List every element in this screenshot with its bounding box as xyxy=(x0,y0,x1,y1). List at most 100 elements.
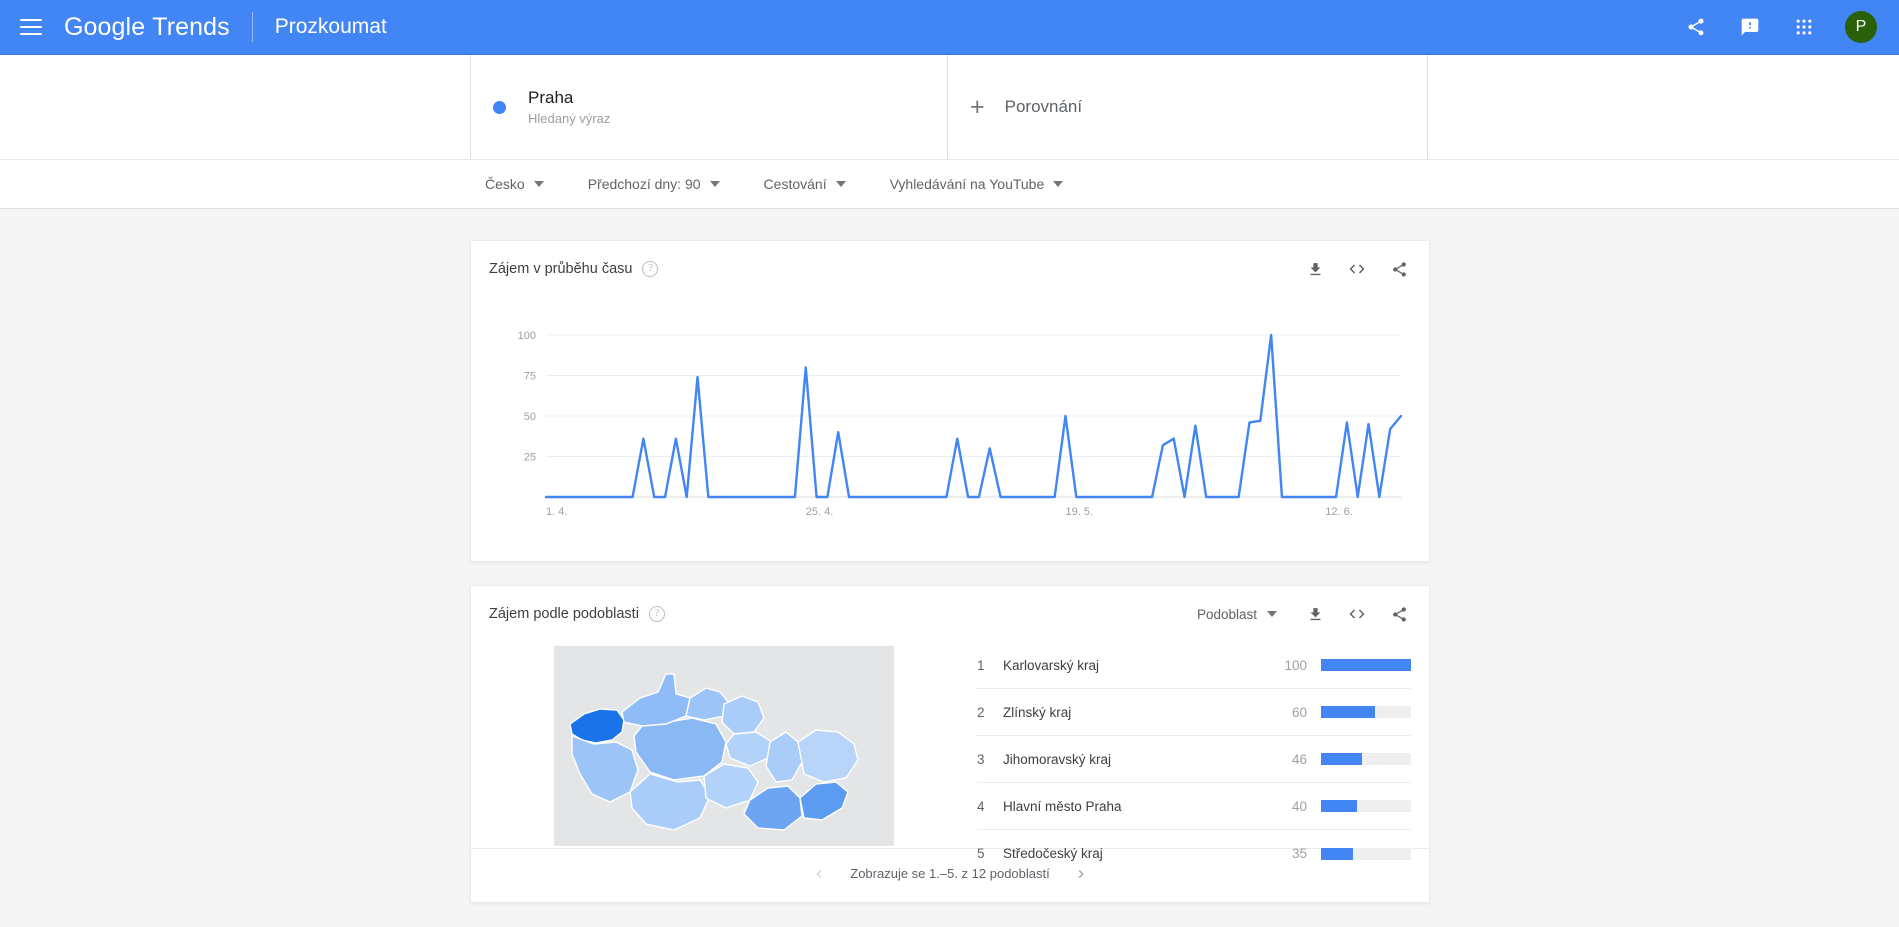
filter-location[interactable]: Česko xyxy=(485,176,544,192)
share-icon[interactable] xyxy=(1389,259,1409,279)
svg-text:25: 25 xyxy=(524,452,536,464)
map-region[interactable] xyxy=(799,781,849,821)
download-icon[interactable] xyxy=(1305,259,1325,279)
subregion-row[interactable]: 3 Jihomoravský kraj 46 xyxy=(977,736,1411,783)
brand-logo[interactable]: Google Trends xyxy=(64,13,230,42)
subregion-value: 46 xyxy=(1291,751,1307,767)
svg-text:25. 4.: 25. 4. xyxy=(806,506,834,518)
filter-category[interactable]: Cestování xyxy=(764,176,846,192)
map-region[interactable] xyxy=(629,773,711,831)
map-region[interactable] xyxy=(621,673,691,727)
line-chart-svg: 25 50 75 100 1. 4. 25. 4. 19. 5. 12. 6. xyxy=(518,330,1403,518)
subregion-bar-fill xyxy=(1321,659,1411,671)
interest-over-time-chart[interactable]: 25 50 75 100 1. 4. 25. 4. 19. 5. 12. 6. xyxy=(471,297,1431,547)
share-icon[interactable] xyxy=(1683,14,1709,40)
filter-search-type-label: Vyhledávání na YouTube xyxy=(889,176,1045,192)
interest-over-time-header: Zájem v průběhu času ? xyxy=(471,241,1429,297)
avatar[interactable]: P xyxy=(1845,11,1877,43)
subregion-bar-fill xyxy=(1321,847,1353,860)
subregion-bar-track xyxy=(1321,706,1411,718)
subregion-row[interactable]: 4 Hlavní město Praha 40 xyxy=(977,783,1411,830)
czech-regions-map-svg xyxy=(569,673,859,831)
feedback-icon[interactable] xyxy=(1737,14,1763,40)
czech-regions-map[interactable] xyxy=(554,646,894,846)
interest-over-time-actions xyxy=(1305,259,1409,279)
subregion-rank: 4 xyxy=(977,798,985,814)
interest-by-subregion-title: Zájem podle podoblasti xyxy=(489,606,639,622)
apps-grid-icon[interactable] xyxy=(1791,14,1817,40)
brand-trends-text: Trends xyxy=(152,12,230,41)
subregion-name: Hlavní město Praha xyxy=(1003,798,1122,814)
help-circle-icon[interactable]: ? xyxy=(648,606,665,622)
search-term-card[interactable]: Praha Hledaný výraz xyxy=(470,55,948,159)
map-region[interactable] xyxy=(797,729,859,783)
subregion-list: 1 Karlovarský kraj 100 2 Zlínský kraj 60 3 Jiho… xyxy=(959,642,1411,861)
svg-text:50: 50 xyxy=(524,411,536,423)
filter-category-label: Cestování xyxy=(763,176,827,192)
interest-by-subregion-actions: Podoblast xyxy=(1197,604,1409,624)
subregion-bar-track xyxy=(1321,753,1411,765)
filter-search-type[interactable]: Vyhledávání na YouTube xyxy=(890,176,1064,192)
filter-timerange-label: Předchozí dny: 90 xyxy=(587,176,701,192)
map-region[interactable] xyxy=(721,695,765,735)
embed-code-icon[interactable] xyxy=(1347,604,1367,624)
page-title: Prozkoumat xyxy=(274,15,387,38)
subregion-name: Jihomoravský kraj xyxy=(1003,751,1112,767)
appbar-actions: P xyxy=(1683,11,1877,43)
subregion-value: 35 xyxy=(1291,846,1307,861)
subregion-name: Středočeský kraj xyxy=(1003,846,1103,861)
share-icon[interactable] xyxy=(1389,604,1409,624)
svg-text:100: 100 xyxy=(518,330,536,342)
svg-text:12. 6.: 12. 6. xyxy=(1325,506,1353,518)
subregion-rank: 3 xyxy=(977,751,985,767)
filter-bar: Česko Předchozí dny: 90 Cestování Vyhled… xyxy=(0,159,1899,209)
svg-text:75: 75 xyxy=(524,371,536,383)
chevron-down-icon xyxy=(709,181,720,187)
map-region[interactable] xyxy=(743,785,803,831)
interest-over-time-card: Zájem v průběhu času ? 25 50 75 100 1. 4. 25.… xyxy=(470,240,1430,562)
embed-code-icon[interactable] xyxy=(1347,259,1367,279)
subregion-row[interactable]: 1 Karlovarský kraj 100 xyxy=(977,642,1411,689)
subregion-level-label: Podoblast xyxy=(1196,606,1257,622)
filter-timerange[interactable]: Předchozí dny: 90 xyxy=(588,176,720,192)
subregion-name: Karlovarský kraj xyxy=(1003,657,1100,673)
chevron-down-icon xyxy=(1053,181,1064,187)
interest-by-subregion-header: Zájem podle podoblasti ? Podoblast xyxy=(471,586,1429,642)
add-comparison-label: Porovnání xyxy=(1004,97,1083,116)
interest-over-time-title: Zájem v průběhu času xyxy=(489,261,633,277)
subregion-bar-track xyxy=(1321,659,1411,671)
chevron-right-icon[interactable] xyxy=(1072,865,1090,883)
svg-text:1. 4.: 1. 4. xyxy=(546,506,567,518)
subregion-pagination: Zobrazuje se 1.–5. z 12 podoblastí xyxy=(471,848,1429,898)
interest-by-subregion-body: 1 Karlovarský kraj 100 2 Zlínský kraj 60 3 Jiho… xyxy=(471,642,1429,861)
subregion-rank: 5 xyxy=(977,846,985,861)
subregion-bar-track xyxy=(1321,847,1411,860)
add-comparison-button[interactable]: + Porovnání xyxy=(948,55,1428,159)
subregion-level-select[interactable]: Podoblast xyxy=(1197,607,1277,622)
brand-google-text: Google xyxy=(64,12,146,41)
chevron-down-icon xyxy=(835,181,846,187)
search-term-name: Praha xyxy=(528,87,574,107)
map-region[interactable] xyxy=(571,735,639,803)
download-icon[interactable] xyxy=(1305,604,1325,624)
plus-icon: + xyxy=(970,92,985,121)
map-region[interactable] xyxy=(725,731,773,767)
search-term-strip: Praha Hledaný výraz + Porovnání xyxy=(0,55,1899,159)
subregion-row[interactable]: 2 Zlínský kraj 60 xyxy=(977,689,1411,736)
subregion-name: Zlínský kraj xyxy=(1003,704,1072,720)
pagination-text: Zobrazuje se 1.–5. z 12 podoblastí xyxy=(850,866,1050,881)
subregion-rank: 2 xyxy=(977,704,985,720)
hamburger-menu-icon[interactable] xyxy=(20,19,42,35)
help-circle-icon[interactable]: ? xyxy=(642,261,659,277)
subregion-bar-fill xyxy=(1321,753,1363,765)
map-region[interactable] xyxy=(633,717,727,781)
subregion-row[interactable]: 5 Středočeský kraj 35 xyxy=(977,830,1411,877)
chevron-left-icon[interactable] xyxy=(810,865,828,883)
search-term-subtitle: Hledaný výraz xyxy=(528,110,611,126)
subregion-bar-fill xyxy=(1321,800,1357,812)
chevron-down-icon xyxy=(533,181,544,187)
subregion-value: 100 xyxy=(1284,657,1307,673)
map-region[interactable] xyxy=(703,763,759,809)
search-term-texts: Praha Hledaný výraz xyxy=(528,87,610,128)
map-region[interactable] xyxy=(765,731,803,783)
